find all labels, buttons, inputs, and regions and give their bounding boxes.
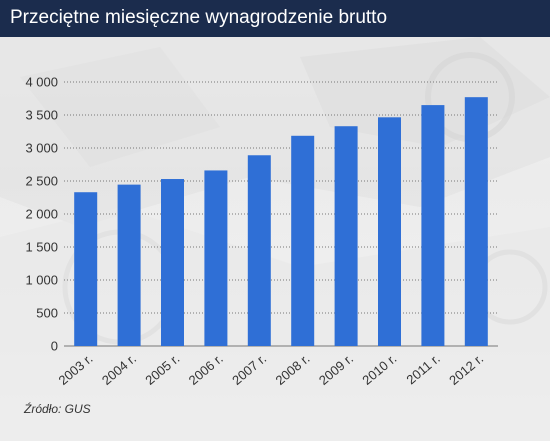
bar (74, 192, 98, 346)
y-tick-label: 2 500 (25, 174, 58, 189)
bar (161, 179, 184, 346)
y-tick-label: 2 000 (25, 207, 58, 222)
bar (247, 155, 271, 346)
bar (421, 105, 445, 346)
x-tick-label: 2012 r. (446, 351, 486, 388)
chart-title: Przeciętne miesięczne wynagrodzenie brut… (10, 7, 388, 28)
y-tick-label: 1 000 (25, 273, 58, 288)
bar (117, 184, 141, 346)
y-tick-label: 3 000 (25, 141, 58, 156)
y-tick-label: 500 (36, 306, 58, 321)
x-tick-label: 2011 r. (403, 351, 442, 387)
x-tick-label: 2008 r. (273, 351, 313, 388)
x-tick-label: 2010 r. (359, 351, 399, 388)
title-bar: Przeciętne miesięczne wynagrodzenie brut… (0, 0, 550, 37)
x-tick-label: 2005 r. (142, 351, 182, 388)
y-tick-label: 4 000 (25, 75, 58, 90)
x-axis-tick-labels: 2003 r. 2004 r. 2005 r. 2006 r. 2007 r. 2008 … (56, 351, 487, 388)
bar (464, 97, 488, 347)
bars (74, 97, 488, 347)
x-tick-label: 2007 r. (229, 351, 269, 388)
y-tick-label: 3 500 (25, 108, 58, 123)
x-tick-label: 2006 r. (186, 351, 226, 388)
y-tick-label: 0 (51, 339, 58, 354)
bar (334, 126, 358, 346)
y-tick-label: 1 500 (25, 240, 58, 255)
x-tick-label: 2004 r. (99, 351, 139, 388)
y-axis-tick-labels: 0 500 1 000 1 500 2 000 2 500 3 000 3 500 4 000 (25, 75, 58, 354)
source-note: Źródło: GUS (24, 402, 91, 416)
bar (378, 117, 401, 346)
bar (291, 135, 315, 346)
x-tick-label: 2009 r. (316, 351, 356, 388)
bar (204, 170, 228, 346)
x-tick-label: 2003 r. (56, 351, 96, 388)
